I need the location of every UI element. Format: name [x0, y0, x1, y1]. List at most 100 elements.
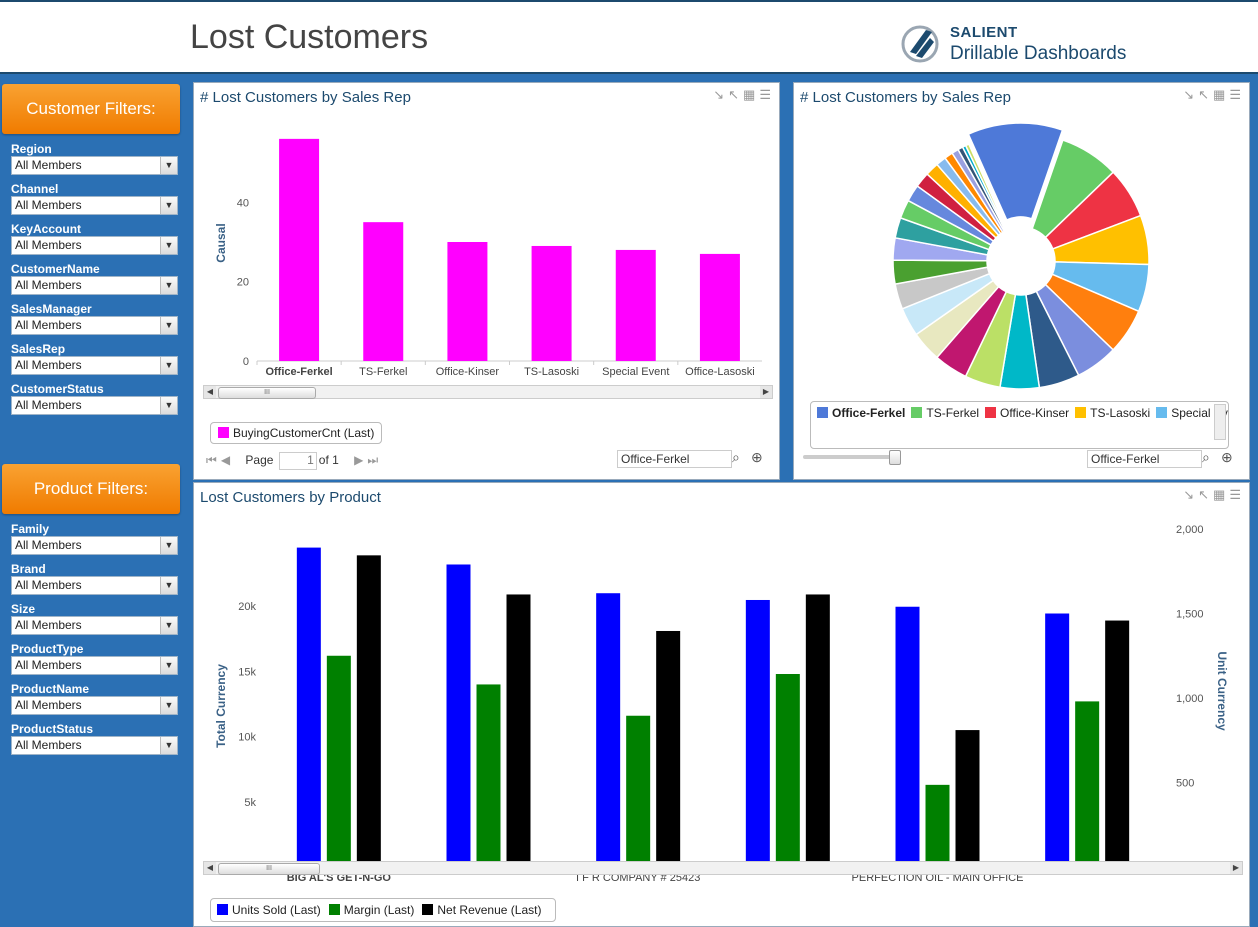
menu-icon[interactable]: ☰ [1229, 487, 1243, 502]
expand-icon[interactable]: ↖ [1198, 87, 1212, 102]
bar [356, 555, 381, 867]
product-filter-select-family[interactable]: All Members ▼ [11, 536, 178, 555]
customer-filter-label-customerstatus: CustomerStatus [11, 382, 104, 396]
first-page-icon[interactable]: ⏮ [206, 453, 221, 467]
product-filter-select-brand[interactable]: All Members ▼ [11, 576, 178, 595]
pie-legend-item[interactable]: TS-Lasoski [1075, 405, 1150, 421]
legend-swatch [422, 904, 434, 915]
customer-filter-select-salesmanager[interactable]: All Members ▼ [11, 316, 178, 335]
customer-filter-select-channel[interactable]: All Members ▼ [11, 196, 178, 215]
scroll-right-icon[interactable]: ▶ [1230, 862, 1242, 874]
legend-scrollbar[interactable] [1214, 404, 1226, 440]
chevron-down-icon[interactable]: ▼ [160, 657, 177, 674]
y-left-tick-label: 15k [238, 666, 256, 678]
select-value: All Members [15, 278, 82, 292]
panel-tools: ↘ ↖ ▦ ☰ [1181, 487, 1243, 503]
customer-filter-select-customername[interactable]: All Members ▼ [11, 276, 178, 295]
scroll-left-icon[interactable]: ◀ [204, 862, 216, 874]
drill-icon[interactable]: ↘ [1183, 87, 1197, 102]
bar [363, 222, 404, 361]
chevron-down-icon[interactable]: ▼ [160, 537, 177, 554]
y-axis-title: Causal [214, 223, 228, 262]
chevron-down-icon[interactable]: ▼ [160, 617, 177, 634]
customer-filter-select-salesrep[interactable]: All Members ▼ [11, 356, 178, 375]
zoom-slider-handle[interactable] [889, 450, 901, 465]
chevron-down-icon[interactable]: ▼ [160, 237, 177, 254]
chevron-down-icon[interactable]: ▼ [160, 577, 177, 594]
select-value: All Members [15, 398, 82, 412]
drill-icon[interactable]: ↘ [713, 87, 727, 102]
chevron-down-icon[interactable]: ▼ [160, 737, 177, 754]
chevron-down-icon[interactable]: ▼ [160, 277, 177, 294]
menu-icon[interactable]: ☰ [759, 87, 773, 102]
y-right-tick-label: 1,500 [1176, 609, 1204, 621]
zoom-in-icon[interactable]: ⊕ [1221, 449, 1233, 465]
product-filter-label-brand: Brand [11, 562, 46, 576]
logo-brand: SALIENT [950, 24, 1018, 41]
bar [656, 630, 681, 867]
pie-search-input[interactable]: Office-Ferkel [1087, 450, 1202, 468]
pie-legend-item[interactable]: Special Event [1156, 405, 1228, 421]
page-number-input[interactable]: 1 [278, 452, 317, 470]
chevron-down-icon[interactable]: ▼ [160, 157, 177, 174]
scroll-thumb[interactable]: III [218, 387, 316, 399]
chevron-down-icon[interactable]: ▼ [160, 697, 177, 714]
search-icon[interactable]: ⌕ [1202, 449, 1210, 465]
pie-legend-item[interactable]: Office-Kinser [985, 405, 1069, 421]
chevron-down-icon[interactable]: ▼ [160, 397, 177, 414]
product-filter-select-size[interactable]: All Members ▼ [11, 616, 178, 635]
customer-filters-heading: Customer Filters: [2, 84, 180, 134]
customer-filter-select-region[interactable]: All Members ▼ [11, 156, 178, 175]
chevron-down-icon[interactable]: ▼ [160, 317, 177, 334]
select-value: All Members [15, 658, 82, 672]
customer-filter-select-keyaccount[interactable]: All Members ▼ [11, 236, 178, 255]
bar [1075, 701, 1100, 867]
x-tick-label: Special Event [602, 366, 669, 378]
pie-legend-item[interactable]: TS-Ferkel [911, 405, 979, 421]
grid-icon[interactable]: ▦ [743, 87, 758, 102]
product-filter-select-producttype[interactable]: All Members ▼ [11, 656, 178, 675]
bar [955, 730, 980, 867]
x-tick-label: TS-Lasoski [524, 366, 579, 378]
drill-icon[interactable]: ↘ [1183, 487, 1197, 502]
next-page-icon[interactable]: ▶ [354, 453, 368, 467]
select-value: All Members [15, 318, 82, 332]
customer-filter-select-customerstatus[interactable]: All Members ▼ [11, 396, 178, 415]
sales-rep-pie-chart [892, 122, 1150, 390]
legend-label: Margin (Last) [343, 903, 415, 917]
pie-slice [964, 143, 1009, 232]
x-tick-label: BIG AL'S GET-N-GO [287, 872, 392, 881]
select-value: All Members [15, 738, 82, 752]
select-value: All Members [15, 618, 82, 632]
product-chart-scrollbar[interactable]: ◀ III ▶ [203, 861, 1243, 875]
bar-chart-scrollbar[interactable]: ◀ III ▶ [203, 385, 773, 399]
product-legend-item[interactable]: Margin (Last) [328, 903, 415, 917]
legend-label: TS-Lasoski [1090, 406, 1151, 420]
bar [447, 242, 488, 361]
product-legend-item[interactable]: Net Revenue (Last) [422, 903, 541, 917]
customer-filter-label-channel: Channel [11, 182, 59, 196]
chevron-down-icon[interactable]: ▼ [160, 197, 177, 214]
menu-icon[interactable]: ☰ [1229, 87, 1243, 102]
bar-chart-legend: BuyingCustomerCnt (Last) [210, 422, 383, 444]
scroll-right-icon[interactable]: ▶ [760, 386, 772, 398]
product-legend-item[interactable]: Units Sold (Last) [217, 903, 321, 917]
x-tick-label: Office-Kinser [436, 366, 500, 378]
search-icon[interactable]: ⌕ [732, 449, 740, 465]
pie-legend-item[interactable]: Office-Ferkel [817, 405, 905, 421]
bar-search-input[interactable]: Office-Ferkel [617, 450, 732, 468]
zoom-slider[interactable] [803, 450, 901, 465]
expand-icon[interactable]: ↖ [728, 87, 742, 102]
product-filter-select-productname[interactable]: All Members ▼ [11, 696, 178, 715]
last-page-icon[interactable]: ⏭ [367, 453, 379, 467]
chevron-down-icon[interactable]: ▼ [160, 357, 177, 374]
zoom-in-icon[interactable]: ⊕ [751, 449, 763, 465]
grid-icon[interactable]: ▦ [1213, 487, 1228, 502]
prev-page-icon[interactable]: ◀ [220, 453, 231, 467]
y-right-tick-label: 1,000 [1176, 693, 1204, 705]
scroll-thumb[interactable]: III [218, 863, 320, 875]
grid-icon[interactable]: ▦ [1213, 87, 1228, 102]
expand-icon[interactable]: ↖ [1198, 487, 1212, 502]
product-filter-select-productstatus[interactable]: All Members ▼ [11, 736, 178, 755]
scroll-left-icon[interactable]: ◀ [204, 386, 216, 398]
